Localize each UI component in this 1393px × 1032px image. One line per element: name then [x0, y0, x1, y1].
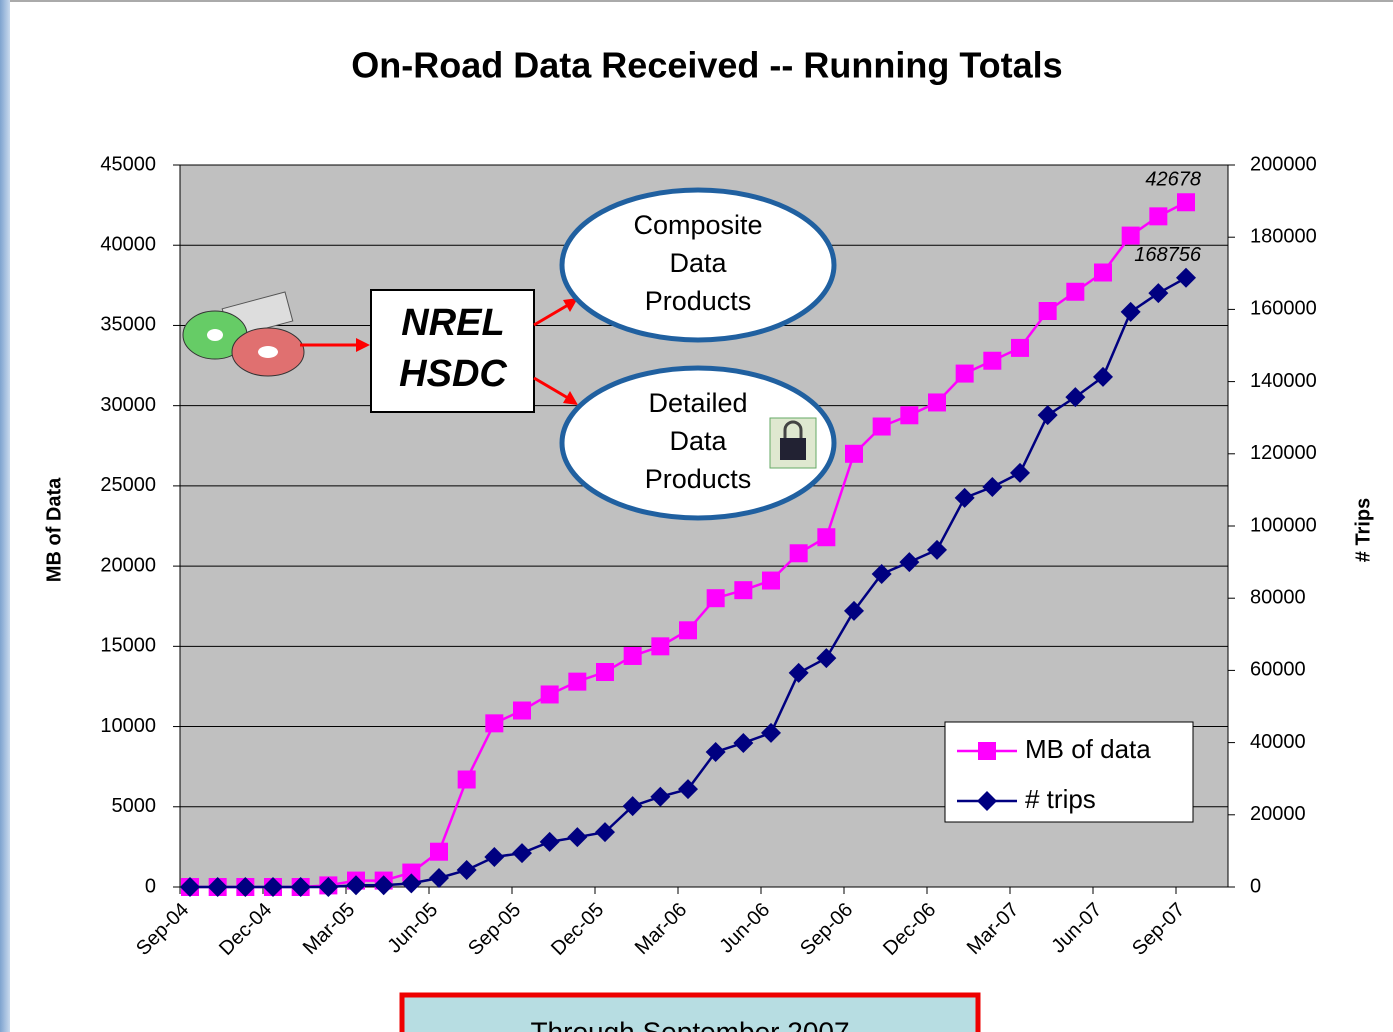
lock-icon — [770, 418, 816, 468]
y2-tick-label: 160000 — [1250, 298, 1317, 320]
marker — [485, 714, 503, 732]
marker — [458, 771, 476, 789]
y-tick-label: 10000 — [100, 715, 156, 737]
chart-title: On-Road Data Received -- Running Totals — [351, 45, 1062, 86]
marker — [845, 445, 863, 463]
x-tick-label: Sep-06 — [796, 899, 857, 960]
marker — [817, 528, 835, 546]
output-label: Products — [645, 464, 752, 494]
center-label: NREL — [401, 302, 504, 344]
marker — [873, 418, 891, 436]
x-tick-label: Mar-05 — [299, 899, 359, 959]
legend-label: MB of data — [1025, 734, 1151, 764]
y2-tick-label: 100000 — [1250, 514, 1317, 536]
marker — [1011, 339, 1029, 357]
y2-tick-label: 40000 — [1250, 731, 1306, 753]
y2-tick-label: 120000 — [1250, 442, 1317, 464]
marker — [513, 702, 531, 720]
marker — [1149, 207, 1167, 225]
note: Through September 2007 — [530, 1016, 849, 1032]
y-tick-label: 5000 — [112, 795, 157, 817]
x-tick-label: Dec-06 — [879, 899, 940, 960]
y-tick-label: 20000 — [100, 554, 156, 576]
y-tick-label: 40000 — [100, 234, 156, 256]
output-label: Data — [669, 248, 727, 278]
x-tick-label: Sep-04 — [132, 899, 193, 960]
output-label: Detailed — [648, 388, 747, 418]
y-tick-label: 45000 — [100, 153, 156, 175]
y-tick-label: 35000 — [100, 314, 156, 336]
x-tick-label: Sep-07 — [1128, 899, 1189, 960]
y2-tick-label: 60000 — [1250, 659, 1306, 681]
y2-tick-label: 180000 — [1250, 225, 1317, 247]
marker — [956, 365, 974, 383]
marker — [928, 393, 946, 411]
output-label: Products — [645, 286, 752, 316]
center-label: HSDC — [399, 353, 507, 395]
x-tick-label: Dec-04 — [215, 899, 276, 960]
marker — [596, 663, 614, 681]
y-tick-label: 15000 — [100, 635, 156, 657]
output-label: Composite — [633, 210, 762, 240]
x-tick-label: Jun-07 — [1047, 899, 1106, 958]
marker — [430, 843, 448, 861]
data-label: 42678 — [1145, 169, 1201, 191]
marker — [1122, 227, 1140, 245]
marker — [978, 742, 996, 760]
legend-label: # trips — [1025, 784, 1096, 814]
x-tick-label: Mar-07 — [963, 899, 1023, 959]
x-tick-label: Sep-05 — [464, 899, 525, 960]
data-label: 168756 — [1134, 244, 1202, 266]
x-tick-label: Jun-05 — [383, 899, 442, 958]
y-axis-label: MB of Data — [43, 477, 65, 582]
marker — [541, 685, 559, 703]
y-tick-label: 0 — [145, 875, 156, 897]
marker — [679, 621, 697, 639]
marker — [1039, 302, 1057, 320]
marker — [762, 572, 780, 590]
y2-tick-label: 140000 — [1250, 370, 1317, 392]
marker — [734, 581, 752, 599]
y2-axis-label: # Trips — [1352, 498, 1374, 562]
marker — [1094, 263, 1112, 281]
y2-tick-label: 20000 — [1250, 803, 1306, 825]
marker — [707, 589, 725, 607]
marker — [1177, 193, 1195, 211]
marker — [568, 673, 586, 691]
chart: On-Road Data Received -- Running Totals … — [0, 0, 1393, 1032]
marker — [624, 647, 642, 665]
y-tick-label: 30000 — [100, 394, 156, 416]
marker — [1066, 283, 1084, 301]
y2-tick-label: 200000 — [1250, 153, 1317, 175]
marker — [983, 352, 1001, 370]
marker — [900, 406, 918, 424]
y2-tick-label: 80000 — [1250, 586, 1306, 608]
x-tick-label: Jun-06 — [715, 899, 774, 958]
slide-edge — [0, 0, 10, 1032]
x-tick-label: Mar-06 — [631, 899, 691, 959]
x-tick-label: Dec-05 — [547, 899, 608, 960]
marker — [790, 544, 808, 562]
y2-tick-label: 0 — [1250, 875, 1261, 897]
output-label: Data — [669, 426, 727, 456]
y-tick-label: 25000 — [100, 474, 156, 496]
marker — [651, 637, 669, 655]
